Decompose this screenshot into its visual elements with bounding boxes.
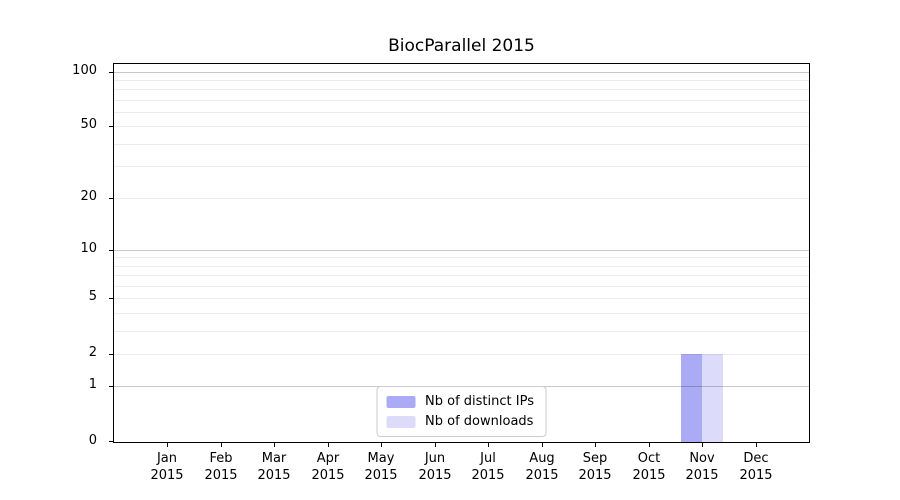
y-tick-label: 100	[72, 63, 97, 78]
x-tick-label: Aug 2015	[525, 451, 559, 483]
y-tick-mark	[109, 441, 113, 442]
x-tick-label: Oct 2015	[632, 451, 666, 483]
x-tick-label: Nov 2015	[685, 451, 719, 483]
x-tick-mark	[435, 443, 436, 447]
y-tick-label: 10	[80, 241, 97, 256]
chart-title: BiocParallel 2015	[388, 36, 535, 56]
y-axis: 0 1 2 5 10 20 50 100	[0, 63, 105, 448]
x-tick-label: Apr 2015	[311, 451, 345, 483]
x-tick-label: Jun 2015	[418, 451, 452, 483]
x-tick-mark	[702, 443, 703, 447]
x-tick-label: Jan 2015	[150, 451, 184, 483]
bar-nb-of-distinct-ips	[680, 353, 703, 442]
x-tick-mark	[488, 443, 489, 447]
x-tick-mark	[328, 443, 329, 447]
x-tick-label: Sep 2015	[578, 451, 612, 483]
x-tick-label: Jul 2015	[471, 451, 505, 483]
x-tick-mark	[595, 443, 596, 447]
bars-layer	[114, 64, 809, 442]
x-tick-label: Dec 2015	[739, 451, 773, 483]
x-tick-mark	[274, 443, 275, 447]
plot-area: Nb of distinct IPs Nb of downloads	[113, 63, 810, 443]
x-tick-mark	[756, 443, 757, 447]
y-tick-mark	[109, 386, 113, 387]
y-tick-mark	[109, 298, 113, 299]
x-tick-label: Feb 2015	[204, 451, 238, 483]
x-tick-label: May 2015	[364, 451, 398, 483]
y-tick-label: 0	[88, 433, 97, 448]
y-tick-label: 20	[80, 189, 97, 204]
x-tick-mark	[542, 443, 543, 447]
x-tick-mark	[221, 443, 222, 447]
y-tick-label: 1	[88, 377, 97, 392]
y-tick-label: 5	[88, 289, 97, 304]
x-tick-mark	[381, 443, 382, 447]
y-tick-label: 2	[88, 345, 97, 360]
y-tick-mark	[109, 250, 113, 251]
y-tick-label: 50	[80, 117, 97, 132]
x-tick-label: Mar 2015	[257, 451, 291, 483]
y-tick-mark	[109, 198, 113, 199]
x-tick-mark	[167, 443, 168, 447]
y-tick-mark	[109, 354, 113, 355]
y-tick-mark	[109, 126, 113, 127]
y-tick-mark	[109, 72, 113, 73]
bar-nb-of-downloads	[702, 353, 724, 442]
x-tick-mark	[649, 443, 650, 447]
